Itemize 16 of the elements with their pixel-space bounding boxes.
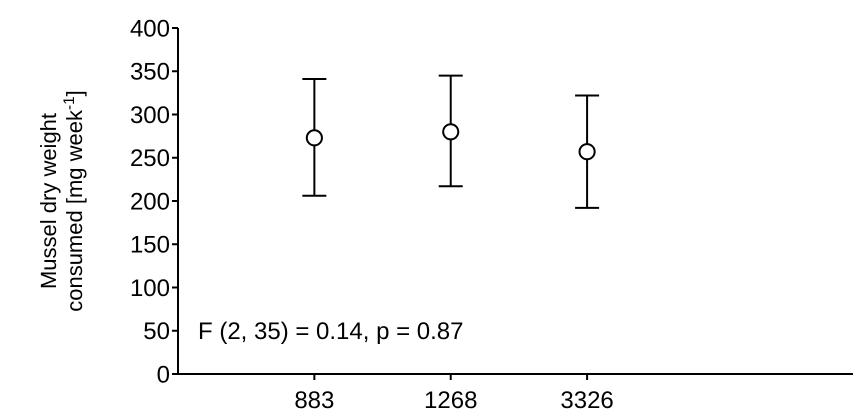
annotation: F (2, 35) = 0.14, p = 0.87 <box>198 318 464 345</box>
y-tick-label: 200 <box>130 188 170 216</box>
y-tick-label: 100 <box>130 274 170 302</box>
x-tick-label: 1268 <box>424 387 478 414</box>
y-tick-label: 400 <box>130 15 170 42</box>
point <box>442 123 460 140</box>
y-tick-label: 250 <box>130 145 170 172</box>
point <box>578 143 596 160</box>
y-tick-label: 50 <box>143 318 170 346</box>
x-tick-label: 883 <box>294 387 334 414</box>
y-tick-label: 150 <box>130 232 170 259</box>
point <box>306 129 323 146</box>
y-tick-label: 0 <box>156 361 170 388</box>
y-tick-label: 300 <box>130 102 170 129</box>
y-tick-label: 350 <box>130 58 170 86</box>
x-tick-label: 3326 <box>560 387 614 414</box>
